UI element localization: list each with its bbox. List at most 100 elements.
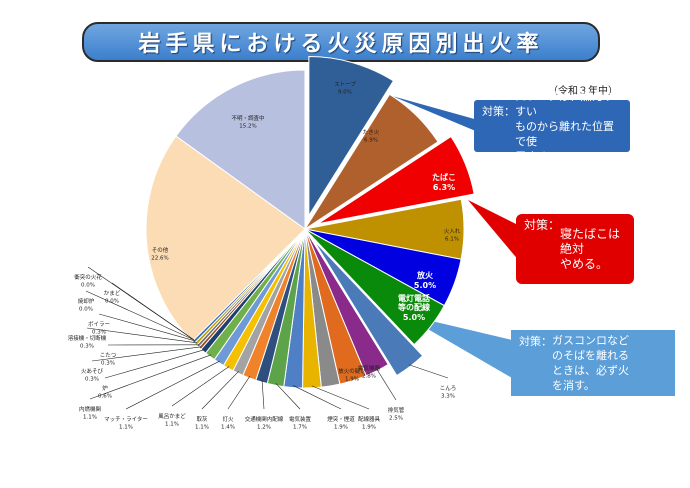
- label-name-9: 放火の疑い: [338, 367, 366, 375]
- label-value-4: 5.0%: [414, 281, 436, 290]
- label-name-6: こんろ: [440, 385, 457, 392]
- label-value-10: 1.9%: [362, 425, 376, 431]
- label-value-9: 1.9%: [345, 377, 359, 383]
- label-value-28: 15.2%: [239, 124, 256, 130]
- label-name-18: 内燃機関: [79, 405, 102, 413]
- label-name-16: 風呂かまど: [158, 412, 186, 420]
- leader-lines: [85, 266, 449, 410]
- label-value-24: 0.0%: [79, 307, 93, 313]
- slice-2: [317, 135, 475, 225]
- leader-15: [201, 371, 239, 410]
- leader-10: [311, 385, 370, 410]
- leader-19: [104, 349, 205, 379]
- leader-18: [89, 354, 212, 400]
- label-value-5: 5.0%: [403, 313, 425, 322]
- callout-stove-label: 対策：: [482, 105, 515, 118]
- label-name-27: その他: [152, 246, 169, 254]
- label-name-26: 衝突の火花: [74, 273, 102, 281]
- callout-gas: 対策： ガスコンロなど のそばを離れる ときは、必ず火 を消す。: [511, 330, 675, 396]
- label-value-0: 9.0%: [338, 90, 352, 96]
- label-name-2: たばこ: [432, 172, 456, 182]
- label-name-22: 溶接機・切断機: [68, 334, 107, 342]
- label-name-17: マッチ・ライター: [104, 415, 148, 423]
- label-name-25: かまど: [104, 289, 121, 297]
- label-name-10: 配線器具: [358, 415, 381, 423]
- label-value-25: 0.0%: [105, 299, 119, 305]
- label-value-27: 22.6%: [151, 256, 168, 262]
- slice-28: [175, 69, 306, 230]
- label-value-2: 6.3%: [433, 183, 455, 192]
- callout-stove-text: ストーブは、燃えやすい ものから離れた位置で使 用する。: [515, 89, 614, 163]
- leader-14: [227, 375, 251, 410]
- label-name-1: たき火: [363, 129, 380, 136]
- slice-1: [304, 93, 439, 230]
- callout-pointer-2: [468, 200, 520, 262]
- label-name-13: 交通機関内配線: [245, 415, 284, 423]
- label-name-7: 排気管: [388, 406, 405, 414]
- label-value-11: 1.9%: [334, 425, 348, 431]
- slice-5: [304, 228, 445, 346]
- leader-7: [376, 368, 397, 401]
- callout-pointer-6: [402, 314, 512, 378]
- leader-26: [87, 266, 194, 341]
- leader-24: [85, 290, 194, 341]
- leader-16: [171, 366, 230, 407]
- label-value-20: 0.3%: [85, 377, 99, 383]
- label-value-13: 1.2%: [257, 425, 271, 431]
- label-name-15: 取灰: [196, 415, 208, 423]
- label-name-28: 不明・調査中: [231, 114, 264, 122]
- label-value-26: 0.0%: [81, 283, 95, 289]
- pie-slices: [145, 56, 475, 389]
- label-value-22: 0.3%: [80, 344, 94, 350]
- slice-labels: ストーブ9.0%たき火6.9%たばこ6.3%火入れ6.1%放火5.0%電灯電話等…: [68, 80, 461, 431]
- label-value-8: 2.8%: [362, 374, 376, 380]
- label-value-6: 3.3%: [441, 394, 455, 400]
- callout-pointers: [392, 96, 520, 378]
- label-value-1: 6.9%: [364, 138, 378, 144]
- label-name-8: 電気機器: [358, 364, 381, 372]
- slice-0: [308, 56, 395, 218]
- callout-tobacco-label: 対策：: [524, 218, 561, 232]
- leader-23: [98, 313, 195, 342]
- leader-12: [275, 383, 301, 410]
- label-value-18: 1.1%: [83, 415, 97, 421]
- label-name-12: 電気装置: [289, 415, 312, 423]
- callout-stove: 対策： ストーブは、燃えやすい ものから離れた位置で使 用する。: [474, 90, 630, 163]
- label-value-7: 2.5%: [389, 416, 403, 422]
- leader-13: [261, 379, 265, 410]
- era-label: （令和３年中）: [548, 86, 618, 97]
- label-name-4: 放火: [416, 270, 434, 280]
- label-value-23: 0.3%: [92, 330, 106, 336]
- label-value-16: 1.1%: [165, 422, 179, 428]
- label-value-19: 0.6%: [98, 394, 112, 400]
- label-value-17: 1.1%: [119, 425, 133, 431]
- label-name-11: 煙突・煙道: [327, 415, 355, 423]
- leader-6: [408, 364, 449, 379]
- callout-gas-text: ガスコンロなど のそばを離れる ときは、必ず火 を消す。: [552, 334, 629, 392]
- slice-27: [145, 135, 306, 342]
- leader-11: [293, 385, 342, 410]
- label-name-0: ストーブ: [334, 80, 356, 88]
- label-name-5: 電灯電話等の配線: [397, 293, 430, 312]
- label-name-19: 炉: [102, 384, 108, 392]
- label-name-3: 火入れ: [444, 228, 461, 235]
- leader-17: [125, 360, 221, 410]
- label-name-23: ボイラー: [88, 320, 110, 328]
- label-name-21: こたつ: [100, 352, 117, 359]
- callout-gas-label: 対策：: [519, 335, 552, 348]
- label-name-20: 火あそび: [81, 367, 104, 375]
- leader-20: [91, 346, 202, 362]
- label-name-14: 灯火: [222, 415, 234, 423]
- chart-title: 岩手県における火災原因別出火率: [82, 22, 600, 62]
- label-value-12: 1.7%: [293, 425, 307, 431]
- leader-22: [86, 327, 197, 344]
- label-value-3: 6.1%: [445, 237, 459, 243]
- callout-pointer-0: [392, 96, 478, 132]
- label-value-21: 0.3%: [101, 361, 115, 367]
- label-value-14: 1.4%: [221, 425, 235, 431]
- callout-tobacco: 対策： 寝たばこは絶対 やめる。: [516, 214, 634, 284]
- slice-6: [313, 239, 424, 377]
- label-name-24: 焼却炉: [78, 297, 95, 305]
- callout-tobacco-text: 寝たばこは絶対 やめる。: [560, 226, 621, 271]
